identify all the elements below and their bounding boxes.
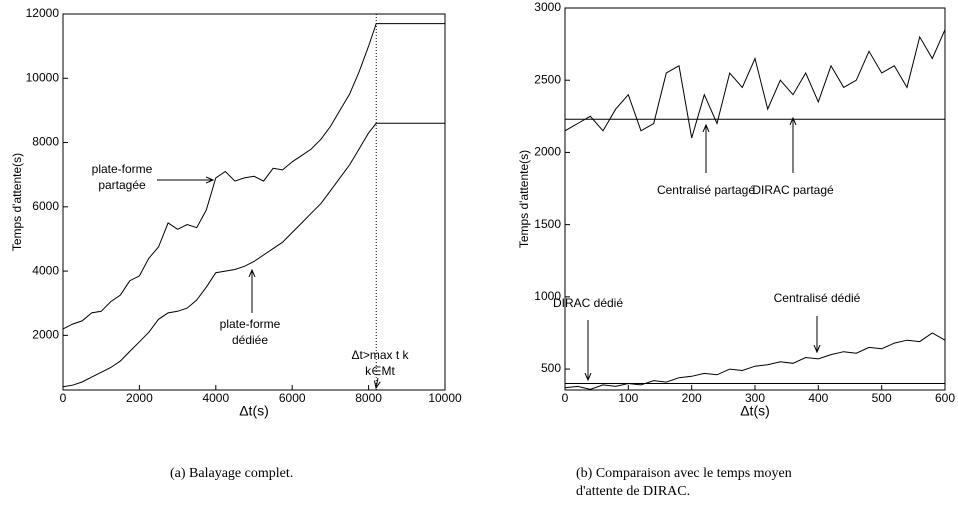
x-tick-label: 10000 bbox=[428, 391, 462, 405]
x-tick-label: 2000 bbox=[126, 391, 153, 405]
y-tick-label: 4000 bbox=[32, 263, 59, 277]
annotation: dédiée bbox=[232, 333, 268, 347]
y-axis-label: Temps d'attente(s) bbox=[517, 150, 531, 248]
y-tick-label: 10000 bbox=[26, 70, 60, 84]
x-tick-label: 500 bbox=[872, 391, 892, 405]
annotation: k∈Mt bbox=[365, 364, 395, 378]
y-tick-label: 12000 bbox=[26, 6, 60, 20]
x-tick-label: 200 bbox=[682, 391, 702, 405]
y-tick-label: 3000 bbox=[534, 0, 561, 14]
annotation: plate-forme bbox=[220, 317, 281, 331]
annotation: DIRAC dédié bbox=[553, 296, 623, 310]
x-tick-label: 600 bbox=[935, 391, 955, 405]
x-tick-label: 0 bbox=[60, 391, 67, 405]
x-axis-label: Δt(s) bbox=[740, 403, 770, 419]
plot-frame bbox=[62, 13, 446, 391]
series-line bbox=[62, 122, 445, 388]
x-tick-label: 100 bbox=[618, 391, 638, 405]
x-axis-label: Δt(s) bbox=[239, 403, 269, 419]
plot-frame bbox=[564, 7, 946, 391]
annotation: Centralisé dédié bbox=[774, 291, 861, 305]
annotation: Δt>max t k bbox=[351, 348, 409, 362]
y-tick-label: 2000 bbox=[534, 145, 561, 159]
x-tick-label: 0 bbox=[562, 391, 569, 405]
annotation-arrow bbox=[376, 377, 378, 388]
x-tick-label: 4000 bbox=[202, 391, 229, 405]
caption: (b) Comparaison avec le temps moyen bbox=[576, 466, 792, 481]
series-line bbox=[564, 332, 946, 390]
y-tick-label: 1000 bbox=[534, 289, 561, 303]
x-tick-label: 300 bbox=[745, 391, 765, 405]
x-tick-label: 400 bbox=[808, 391, 828, 405]
annotation: plate-forme bbox=[92, 162, 153, 176]
x-tick-label: 8000 bbox=[355, 391, 382, 405]
annotation: partagée bbox=[98, 178, 146, 192]
y-tick-label: 6000 bbox=[32, 199, 59, 213]
caption: d'attente de DIRAC. bbox=[576, 484, 690, 499]
y-tick-label: 500 bbox=[541, 361, 561, 375]
y-tick-label: 1500 bbox=[534, 217, 561, 231]
y-tick-label: 8000 bbox=[32, 135, 59, 149]
y-tick-label: 2000 bbox=[32, 328, 59, 342]
y-axis-label: Temps d'attente(s) bbox=[10, 153, 24, 251]
series-line bbox=[62, 23, 445, 330]
caption: (a) Balayage complet. bbox=[170, 466, 293, 481]
x-tick-label: 6000 bbox=[279, 391, 306, 405]
annotation: DIRAC partagé bbox=[752, 183, 834, 197]
annotation: Centralisé partagé bbox=[657, 183, 755, 197]
y-tick-label: 2500 bbox=[534, 72, 561, 86]
series-line bbox=[564, 29, 946, 139]
